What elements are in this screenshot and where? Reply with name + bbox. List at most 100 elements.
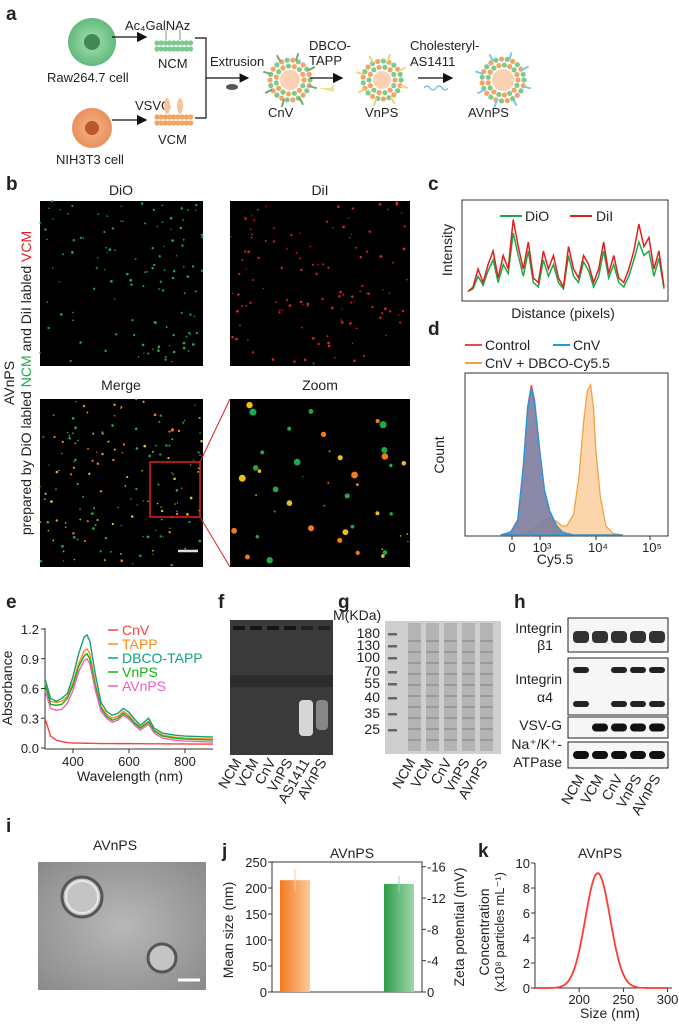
fluorescent-spot — [74, 426, 77, 430]
fluorescent-spot — [399, 321, 402, 324]
fluorescent-spot — [406, 533, 409, 535]
surface-ligand — [262, 70, 272, 76]
fluorescent-spot — [99, 490, 103, 493]
panel-g-sds-page: g M(KDa) 1801301007055403525NCMVCMCnVVnP… — [333, 592, 501, 802]
reagent-ac4galnaz: Ac₄GalNAz — [125, 18, 190, 33]
fluorescent-spot — [70, 473, 73, 476]
protein-band — [462, 717, 475, 719]
lipid-bead — [395, 88, 401, 94]
x-axis-label: Size (nm) — [580, 1005, 640, 1021]
fluorescent-spot — [133, 333, 136, 337]
fluorescent-spot — [252, 278, 255, 281]
fluorescent-spot — [153, 320, 156, 324]
lipid-bead — [291, 64, 297, 70]
fluorescent-spot — [96, 451, 98, 453]
fluorescent-spot — [136, 504, 138, 506]
fluorescent-spot — [52, 414, 55, 417]
fluorescent-spot — [251, 351, 255, 354]
protein-band — [611, 723, 627, 732]
vsvg-protein — [164, 98, 170, 114]
fluorescent-spot — [170, 428, 174, 432]
fluorescent-spot — [371, 305, 374, 309]
fluorescent-spot — [170, 228, 172, 230]
fluorescent-spot — [169, 527, 171, 529]
ladder-band — [388, 671, 397, 674]
x-tick-label: 250 — [613, 992, 635, 1007]
fluorescent-spot — [186, 275, 190, 278]
fluorescent-spot — [355, 550, 360, 555]
lipid-bead — [371, 67, 377, 73]
fluorescent-spot — [66, 431, 69, 434]
lipid-bead — [162, 114, 168, 120]
fluorescent-spot — [112, 458, 115, 462]
fluorescent-spot — [300, 268, 303, 272]
fluorescent-spot — [144, 271, 147, 274]
lipid-bead — [521, 77, 527, 83]
surface-ligand — [399, 84, 409, 89]
lipid-bead — [154, 114, 160, 120]
fluorescent-spot — [73, 460, 75, 463]
fluorescent-spot — [260, 450, 265, 455]
lipid-bead — [484, 64, 490, 70]
fluorescent-spot — [46, 520, 50, 524]
fluorescent-spot — [381, 554, 385, 558]
vesicle-core — [373, 71, 391, 89]
lipid-bead — [300, 92, 306, 98]
fluorescent-spot — [351, 233, 353, 235]
fluorescent-spot — [143, 352, 145, 354]
fluorescent-spot — [327, 266, 330, 269]
protein-band — [611, 701, 627, 707]
y-tick-label: 0.9 — [21, 652, 39, 667]
fluorescent-spot — [378, 203, 382, 206]
fluorescent-spot — [117, 506, 119, 509]
fluorescent-spot — [189, 333, 192, 335]
fluorescent-spot — [183, 292, 186, 295]
lipid-bead — [290, 57, 296, 63]
bar-zeta-potential — [384, 883, 414, 992]
fluorescent-spot — [66, 213, 69, 215]
fluorescent-spot — [159, 280, 162, 283]
fluorescent-spot — [231, 335, 234, 339]
fluorescent-spots — [39, 200, 409, 567]
legend-dio: DiO — [525, 208, 549, 224]
fluorescent-spot — [239, 324, 241, 327]
fluorescent-spot — [111, 522, 114, 526]
protein-band — [444, 706, 457, 708]
fluorescent-spot — [185, 335, 188, 338]
lipid-bead — [183, 46, 189, 52]
step3-label-line1: Cholesteryl- — [410, 38, 479, 53]
marker-size-label: 55 — [364, 675, 380, 691]
fluorescent-spot — [126, 475, 129, 479]
zoom-image — [230, 399, 410, 567]
fluorescent-spot — [143, 444, 147, 448]
fluorescent-spot — [262, 287, 265, 290]
distribution-curve — [534, 872, 668, 989]
fluorescent-spot — [113, 448, 116, 451]
lipid-bead — [167, 114, 173, 120]
fluorescent-spot — [111, 424, 114, 427]
lipid-bead — [518, 88, 524, 94]
fluorescent-spot — [188, 520, 191, 524]
plot-frame — [461, 199, 669, 302]
fluorescent-spot — [151, 450, 155, 453]
lipid-bead — [284, 97, 290, 103]
surface-ligand — [307, 66, 316, 72]
fluorescent-spot — [327, 481, 330, 484]
fluorescent-spot — [245, 268, 247, 270]
fluorescent-spot — [342, 225, 345, 229]
protein-band — [444, 651, 457, 653]
lipid-bead — [367, 83, 373, 89]
lipid-bead — [188, 46, 194, 52]
lipid-bead — [167, 120, 173, 126]
fluorescent-spot — [157, 345, 161, 349]
panel-d-flow-histogram: d Control CnV CnV + DBCO-Cy5.5 Count Cy5… — [428, 319, 669, 567]
ladder-band — [388, 645, 397, 648]
lipid-bead — [158, 120, 164, 126]
fluorescent-spot — [76, 482, 79, 486]
fluorescent-spot — [244, 554, 250, 560]
fluorescent-spot — [182, 421, 185, 424]
fluorescent-spot — [158, 255, 161, 258]
protein-band — [426, 673, 439, 675]
vnps-illustration — [355, 53, 409, 107]
vesicle-core — [492, 69, 514, 91]
